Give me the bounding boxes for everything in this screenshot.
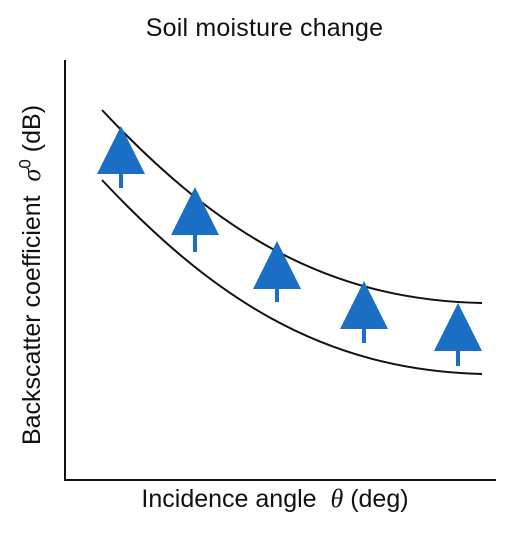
x-axis-label-text: Incidence angle (141, 485, 317, 513)
x-axis-label-unit: (deg) (350, 485, 409, 513)
upper-curve (101, 109, 483, 304)
x-axis-label: Incidence angle θ (deg) (60, 484, 490, 514)
increase-arrows (97, 126, 482, 366)
lower-curve (101, 179, 483, 375)
diagram-title: Soil moisture change (145, 14, 384, 42)
axes (64, 60, 496, 481)
sigma-symbol: σ (17, 168, 46, 182)
theta-symbol: θ (330, 484, 344, 513)
sigma-superscript: 0 (15, 159, 35, 169)
y-axis-label: Backscatter coefficient σ0 (dB) (15, 104, 47, 446)
y-axis-label-unit: (dB) (18, 104, 46, 153)
y-axis-label-text: Backscatter coefficient (18, 195, 46, 446)
